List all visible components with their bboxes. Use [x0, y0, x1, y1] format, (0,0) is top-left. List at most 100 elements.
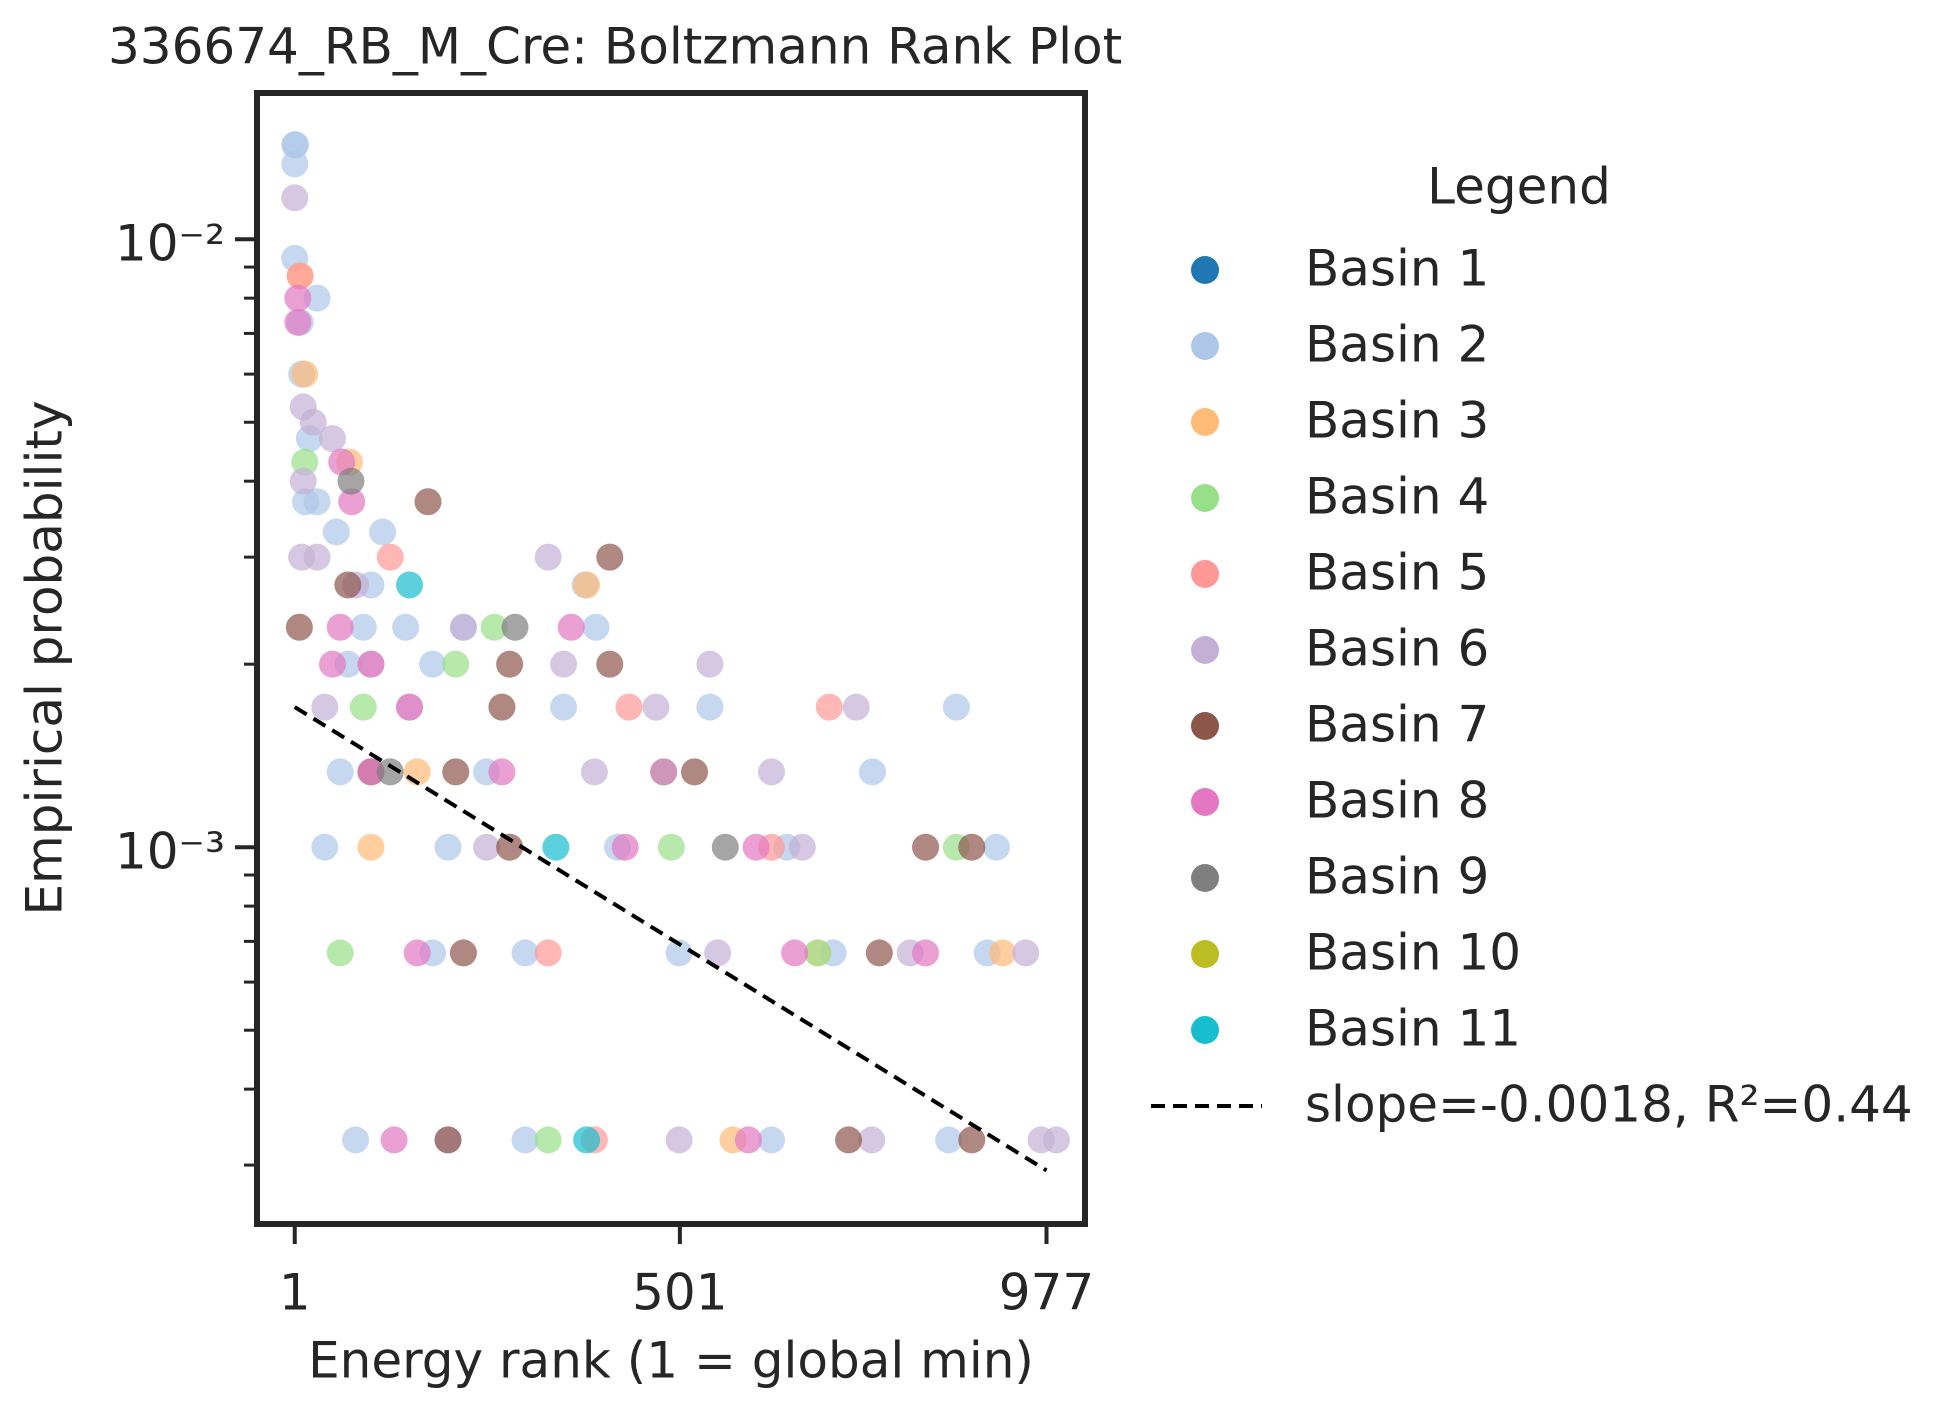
scatter-point	[376, 758, 404, 786]
scatter-point	[611, 833, 639, 861]
scatter-point	[758, 758, 786, 786]
scatter-point	[291, 360, 319, 388]
scatter-point	[380, 1126, 408, 1154]
scatter-point	[804, 939, 832, 967]
scatter-point	[311, 833, 339, 861]
scatter-point	[357, 650, 385, 678]
scatter-point	[680, 758, 708, 786]
scatter-point	[550, 650, 578, 678]
scatter-point	[657, 833, 685, 861]
scatter-point	[281, 150, 309, 178]
scatter-point	[696, 650, 724, 678]
scatter-point	[326, 613, 354, 641]
legend-marker	[1191, 636, 1219, 664]
legend-marker	[1191, 332, 1219, 360]
scatter-point	[842, 693, 870, 721]
scatter-point	[403, 939, 431, 967]
x-tick-label: 1	[279, 1264, 311, 1322]
plot-area	[281, 131, 1071, 1173]
scatter-point	[442, 650, 470, 678]
scatter-point	[303, 284, 331, 312]
scatter-point	[815, 693, 843, 721]
scatter-point	[665, 939, 693, 967]
scatter-point	[326, 939, 354, 967]
fit-line	[293, 705, 1048, 1173]
scatter-point	[650, 758, 678, 786]
scatter-point	[511, 1126, 539, 1154]
scatter-point	[781, 939, 809, 967]
legend-label: Basin 3	[1305, 392, 1489, 450]
legend-marker	[1191, 1016, 1219, 1044]
scatter-point	[734, 1126, 762, 1154]
scatter-point	[958, 833, 986, 861]
legend-marker	[1191, 712, 1219, 740]
legend: Basin 1 Basin 2 Basin 3 Basin 4 Basin 5 Basin…	[1151, 240, 1913, 1134]
scatter-point	[334, 571, 362, 599]
legend-marker	[1191, 788, 1219, 816]
scatter-point	[596, 543, 624, 571]
scatter-point	[434, 1126, 462, 1154]
scatter-point	[289, 467, 317, 495]
scatter-point	[299, 408, 327, 436]
scatter-point	[281, 184, 309, 212]
legend-label: Basin 8	[1305, 772, 1489, 830]
scatter-point	[542, 833, 570, 861]
scatter-point	[349, 693, 377, 721]
legend-marker	[1191, 256, 1219, 284]
scatter-point	[573, 571, 601, 599]
scatter-point	[942, 693, 970, 721]
scatter-point	[865, 939, 893, 967]
scatter-point	[303, 488, 331, 516]
scatter-point	[311, 693, 339, 721]
scatter-point	[338, 488, 366, 516]
legend-marker	[1191, 940, 1219, 968]
scatter-point	[835, 1126, 863, 1154]
legend-label: Basin 4	[1305, 468, 1489, 526]
scatter-point	[989, 939, 1017, 967]
scatter-point	[322, 518, 350, 546]
scatter-point	[550, 693, 578, 721]
scatter-point	[303, 543, 331, 571]
scatter-point	[642, 693, 670, 721]
scatter-point	[534, 543, 562, 571]
scatter-point	[580, 758, 608, 786]
scatter-point	[582, 613, 610, 641]
scatter-point	[534, 939, 562, 967]
scatter-point	[285, 613, 313, 641]
legend-label: slope=-0.0018, R²=0.44	[1305, 1076, 1913, 1134]
x-axis-label: Energy rank (1 = global min)	[308, 1332, 1034, 1390]
scatter-point	[284, 284, 312, 312]
scatter-point	[788, 833, 816, 861]
scatter-point	[337, 467, 365, 495]
scatter-point	[573, 1126, 601, 1154]
scatter-point	[557, 613, 585, 641]
legend-label: Basin 7	[1305, 696, 1489, 754]
scatter-point	[284, 308, 312, 336]
scatter-point	[419, 650, 447, 678]
legend-label: Basin 5	[1305, 544, 1489, 602]
scatter-point	[534, 1126, 562, 1154]
legend-title: Legend	[1427, 158, 1611, 216]
scatter-point	[342, 1126, 370, 1154]
scatter-point	[282, 131, 310, 159]
scatter-point	[496, 650, 524, 678]
scatter-point	[392, 613, 420, 641]
scatter-point	[711, 833, 739, 861]
scatter-point	[615, 693, 643, 721]
legend-marker	[1191, 864, 1219, 892]
x-tick-label: 501	[632, 1264, 727, 1322]
y-axis-label: Empirical probability	[16, 400, 74, 915]
scatter-point	[982, 833, 1010, 861]
y-tick-label: 10⁻³	[115, 823, 225, 881]
scatter-point	[449, 613, 477, 641]
scatter-point	[511, 939, 539, 967]
scatter-point	[442, 758, 470, 786]
scatter-point	[501, 613, 529, 641]
scatter-point	[369, 518, 397, 546]
scatter-point	[912, 939, 940, 967]
scatter-point	[473, 833, 501, 861]
scatter-point	[318, 425, 346, 453]
scatter-point	[349, 613, 377, 641]
scatter-point	[449, 939, 477, 967]
